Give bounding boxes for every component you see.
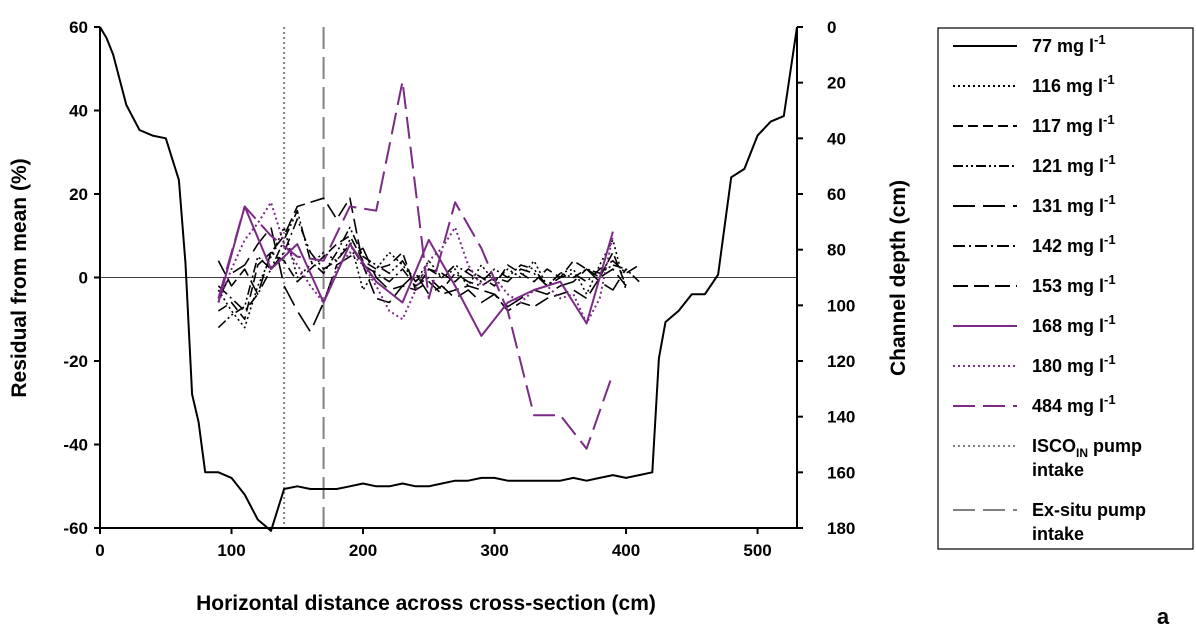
- legend-label-10: 484 mg l-1: [1032, 392, 1116, 416]
- y-tick-label: 20: [69, 185, 88, 204]
- y2-tick-label: 100: [827, 296, 855, 315]
- legend-label-3: 117 mg l-1: [1032, 112, 1115, 136]
- legend-box: [937, 27, 1194, 550]
- y-tick-label: -40: [63, 436, 88, 455]
- series-line-6: [217, 197, 627, 312]
- y2-tick-label: 40: [827, 129, 846, 148]
- y-tick-label: 0: [79, 269, 88, 288]
- y2-tick-label: 60: [827, 185, 846, 204]
- y2-tick-label: 0: [827, 18, 836, 37]
- legend-label-12: Ex-situ pump: [1032, 500, 1146, 520]
- x-tick-label: 0: [95, 541, 104, 560]
- series-line-3: [217, 209, 640, 329]
- x-tick-label: 500: [743, 541, 771, 560]
- y-tick-label: 40: [69, 102, 88, 121]
- legend-label-11-line2: intake: [1032, 460, 1084, 480]
- y2-tick-label: 80: [827, 241, 846, 260]
- legend-label-12-line2: intake: [1032, 524, 1084, 544]
- y-axis-title: Residual from mean (%): [8, 158, 31, 397]
- y2-tick-label: 120: [827, 352, 855, 371]
- y2-axis-title: Channel depth (cm): [887, 180, 910, 376]
- x-tick-label: 300: [480, 541, 508, 560]
- channel-profile-line: [99, 26, 798, 532]
- y-tick-label: -60: [63, 519, 88, 538]
- legend-label-8: 168 mg l-1: [1032, 312, 1116, 336]
- x-tick-label: 100: [217, 541, 245, 560]
- y2-tick-label: 160: [827, 463, 855, 482]
- x-tick-label: 200: [349, 541, 377, 560]
- legend-label-1: 77 mg l-1: [1032, 32, 1106, 56]
- y2-tick-label: 180: [827, 519, 855, 538]
- x-axis-title: Horizontal distance across cross-section…: [196, 592, 656, 615]
- legend-label-5: 131 mg l-1: [1032, 192, 1116, 216]
- legend-label-6: 142 mg l-1: [1032, 232, 1116, 256]
- legend-label-7: 153 mg l-1: [1032, 272, 1116, 296]
- y-tick-label: 60: [69, 18, 88, 37]
- y2-tick-label: 20: [827, 74, 846, 93]
- series-line-9: [217, 80, 614, 450]
- panel-label: a: [1157, 604, 1170, 628]
- series-line-4: [217, 226, 627, 333]
- legend-label-9: 180 mg l-1: [1032, 352, 1116, 376]
- x-tick-label: 400: [612, 541, 640, 560]
- legend-label-4: 121 mg l-1: [1032, 152, 1116, 176]
- series-line-5: [217, 218, 640, 312]
- y-tick-label: -20: [63, 352, 88, 371]
- legend-label-2: 116 mg l-1: [1032, 72, 1115, 96]
- series-line-7: [217, 205, 614, 337]
- y2-tick-label: 140: [827, 408, 855, 427]
